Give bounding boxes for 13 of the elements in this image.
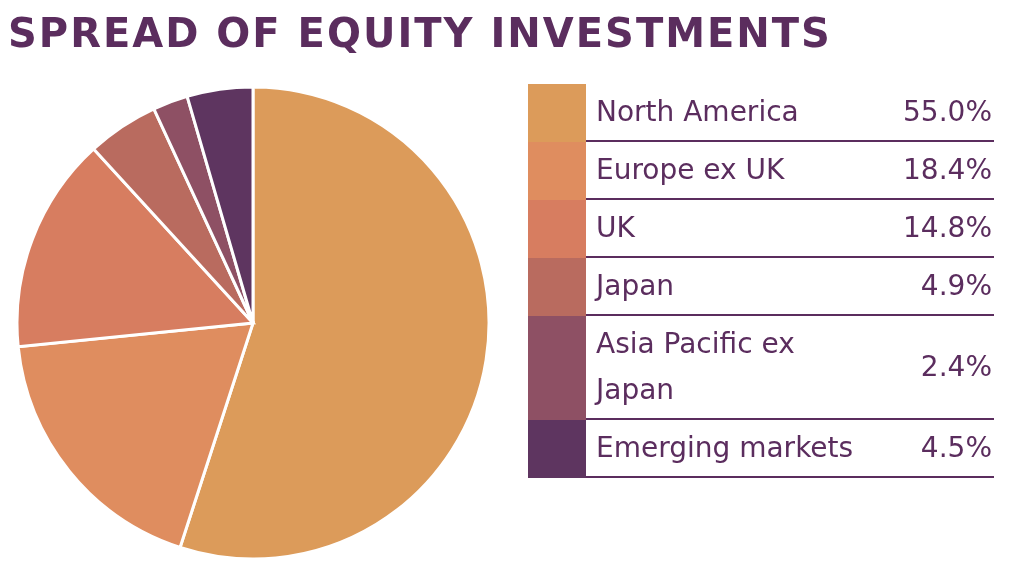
chart-title: SPREAD OF EQUITY INVESTMENTS bbox=[8, 10, 832, 56]
data-label: 4.9% bbox=[919, 268, 993, 304]
data-label: 55.0% bbox=[902, 94, 993, 130]
data-label: 2.4% bbox=[919, 349, 993, 385]
data-label: 18.4% bbox=[902, 152, 993, 188]
legend-label: Europe ex UK bbox=[596, 152, 786, 188]
legend-label: North America bbox=[596, 94, 800, 130]
legend-label: Emerging markets bbox=[596, 430, 855, 466]
legend-label: Asia Pacific ex Japan bbox=[596, 326, 796, 408]
legend-label: UK bbox=[596, 210, 636, 246]
data-label: 14.8% bbox=[902, 210, 993, 246]
legend-label: Japan bbox=[596, 268, 676, 304]
data-label: 4.5% bbox=[919, 430, 993, 466]
